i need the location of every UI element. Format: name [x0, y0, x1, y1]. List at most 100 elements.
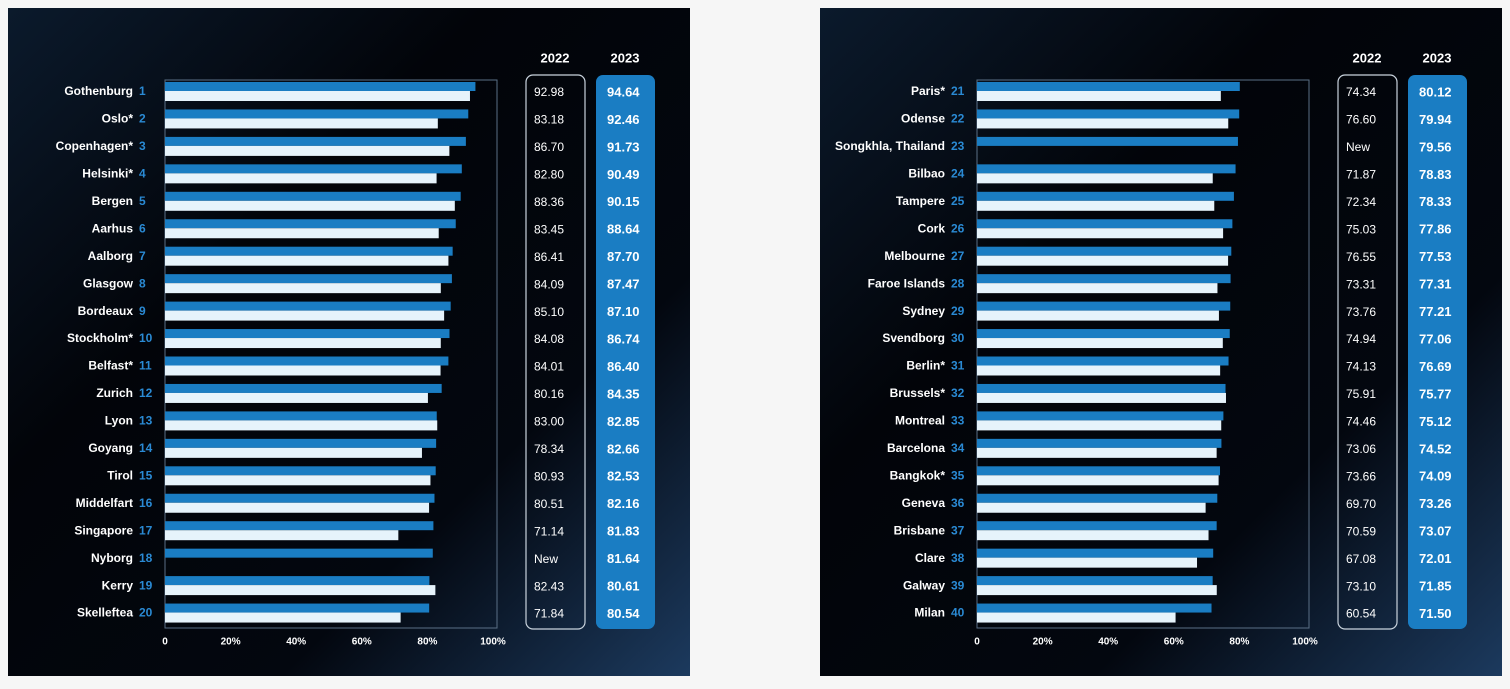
rank-label: 11 — [139, 359, 152, 373]
bar — [977, 274, 1231, 284]
bar — [977, 91, 1221, 101]
rank-label: 10 — [139, 331, 153, 345]
value-label: 73.66 — [1346, 469, 1376, 483]
y-tick-label: Odense — [901, 112, 945, 126]
bar — [977, 392, 1226, 403]
bar — [977, 136, 1238, 146]
column-header: 2022 — [1353, 50, 1382, 65]
bar — [165, 145, 450, 156]
bar — [977, 219, 1233, 229]
value-label: 84.01 — [534, 360, 564, 374]
table-box — [525, 74, 586, 630]
bar — [165, 274, 452, 284]
bar — [165, 219, 456, 229]
value-label: 74.34 — [1346, 85, 1376, 99]
value-label: 78.33 — [1419, 194, 1452, 209]
rank-label: 2 — [139, 112, 146, 126]
value-label: 72.01 — [1419, 551, 1452, 566]
rank-label: 23 — [951, 139, 965, 153]
rank-label: 36 — [951, 496, 965, 510]
value-label: 71.85 — [1419, 579, 1452, 594]
value-label: New — [534, 552, 558, 566]
value-label: 83.45 — [534, 222, 564, 236]
bar — [977, 521, 1217, 531]
value-label: 72.34 — [1346, 195, 1376, 209]
value-label: 88.64 — [607, 222, 640, 237]
rank-label: 20 — [139, 606, 153, 620]
value-label: 92.46 — [607, 112, 640, 127]
value-label: 75.03 — [1346, 222, 1376, 236]
bar — [165, 576, 430, 586]
bar — [165, 118, 438, 129]
y-tick-label: Cork — [918, 221, 946, 235]
bar — [977, 383, 1226, 393]
rank-label: 13 — [139, 414, 153, 428]
value-label: 71.14 — [534, 524, 564, 538]
x-tick-label: 60% — [352, 637, 372, 648]
value-label: 84.35 — [607, 386, 640, 401]
y-tick-label: Tirol — [107, 468, 133, 482]
bar — [977, 530, 1209, 541]
value-label: 73.06 — [1346, 442, 1376, 456]
bar — [165, 521, 434, 531]
value-label: 86.70 — [534, 140, 564, 154]
value-label: 74.13 — [1346, 360, 1376, 374]
bar — [165, 191, 461, 201]
rank-label: 19 — [139, 578, 153, 592]
value-label: 82.80 — [534, 168, 564, 182]
bar — [165, 301, 451, 311]
value-label: 77.53 — [1419, 249, 1452, 264]
column-header: 2022 — [541, 50, 570, 65]
rank-label: 3 — [139, 139, 146, 153]
value-label: 87.47 — [607, 277, 640, 292]
value-label: 82.43 — [534, 579, 564, 593]
rank-label: 25 — [951, 194, 965, 208]
rank-label: 18 — [139, 551, 153, 565]
y-tick-label: Copenhagen* — [56, 139, 134, 153]
bar — [977, 356, 1229, 366]
column-header: 2023 — [1423, 50, 1452, 65]
bar — [977, 557, 1198, 568]
y-tick-label: Stockholm* — [67, 331, 133, 345]
bar — [977, 466, 1221, 476]
value-label: 78.83 — [1419, 167, 1452, 182]
bar — [165, 173, 437, 184]
bar — [977, 283, 1218, 294]
bar — [977, 447, 1217, 458]
bar — [977, 585, 1217, 596]
x-tick-label: 0 — [162, 637, 168, 648]
bar — [165, 447, 422, 458]
value-label: 73.76 — [1346, 305, 1376, 319]
value-label: 73.10 — [1346, 579, 1376, 593]
rank-label: 21 — [951, 84, 965, 98]
value-label: 71.87 — [1346, 168, 1376, 182]
value-label: 67.08 — [1346, 552, 1376, 566]
bar — [165, 475, 431, 486]
y-tick-label: Aalborg — [88, 249, 133, 263]
rank-label: 32 — [951, 386, 965, 400]
rank-label: 17 — [139, 523, 153, 537]
bar — [165, 612, 401, 623]
bar — [977, 548, 1214, 558]
rank-label: 27 — [951, 249, 965, 263]
bar — [977, 200, 1215, 211]
value-label: 76.55 — [1346, 250, 1376, 264]
bar — [977, 438, 1222, 448]
value-label: 84.08 — [534, 332, 564, 346]
value-label: 87.10 — [607, 304, 640, 319]
value-label: 75.91 — [1346, 387, 1376, 401]
value-label: 91.73 — [607, 139, 640, 154]
rank-label: 9 — [139, 304, 146, 318]
bar — [977, 82, 1240, 91]
y-tick-label: Lyon — [105, 414, 133, 428]
y-tick-label: Skelleftea — [77, 606, 133, 620]
value-label: 71.84 — [534, 607, 564, 621]
value-label: 92.98 — [534, 85, 564, 99]
value-label: 80.16 — [534, 387, 564, 401]
y-tick-label: Oslo* — [102, 112, 134, 126]
bar — [977, 411, 1224, 421]
bar — [977, 612, 1176, 623]
y-tick-label: Tampere — [896, 194, 945, 208]
value-label: 73.26 — [1419, 496, 1452, 511]
value-label: 85.10 — [534, 305, 564, 319]
